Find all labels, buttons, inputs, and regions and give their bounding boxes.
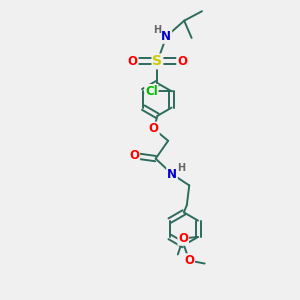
Text: S: S	[152, 54, 162, 68]
Text: O: O	[184, 254, 194, 267]
Text: O: O	[149, 122, 159, 135]
Text: O: O	[177, 55, 187, 68]
Text: O: O	[128, 55, 138, 68]
Text: O: O	[178, 232, 188, 245]
Text: Cl: Cl	[145, 85, 158, 98]
Text: O: O	[129, 149, 139, 162]
Text: N: N	[167, 168, 177, 181]
Text: H: H	[153, 25, 161, 35]
Text: N: N	[161, 30, 171, 43]
Text: H: H	[177, 163, 185, 173]
